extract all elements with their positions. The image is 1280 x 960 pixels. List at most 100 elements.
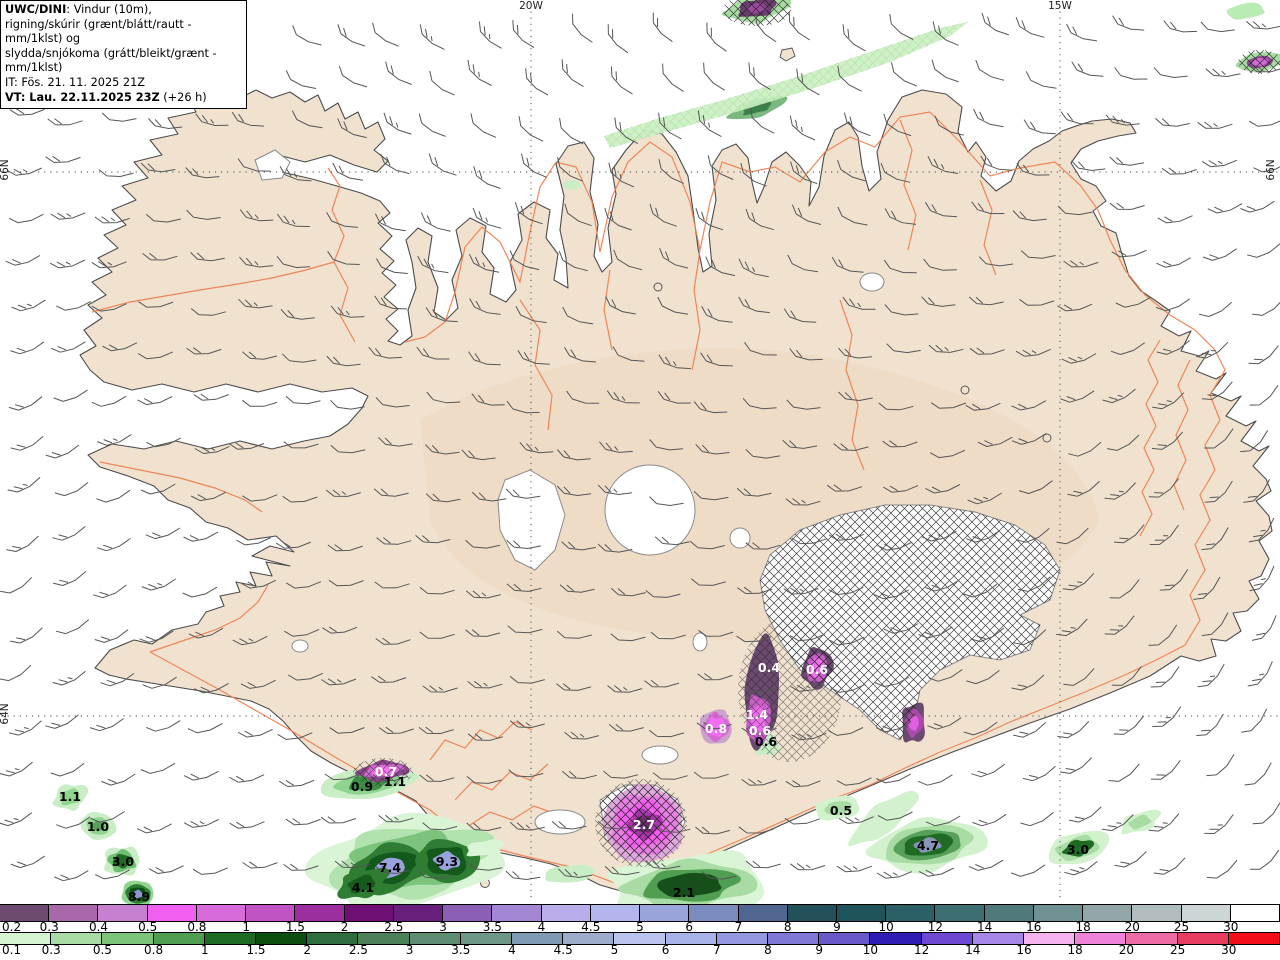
wind-barb bbox=[883, 623, 919, 634]
latitude-label: 66N bbox=[0, 159, 11, 180]
wind-barb bbox=[8, 720, 42, 736]
legend-tick-label: 1 bbox=[242, 920, 251, 934]
wind-barb bbox=[1060, 111, 1094, 125]
wind-barb bbox=[650, 631, 686, 640]
wind-barb bbox=[1248, 345, 1279, 365]
wind-barb bbox=[417, 255, 449, 274]
wind-barb bbox=[612, 346, 645, 362]
wind-barb bbox=[696, 721, 732, 730]
wind-barb bbox=[188, 627, 224, 639]
wind-barb bbox=[561, 770, 598, 780]
wind-barb bbox=[971, 763, 1006, 778]
legend-segment bbox=[935, 905, 985, 921]
wind-barb bbox=[1015, 17, 1045, 38]
wind-barb bbox=[740, 162, 767, 187]
wind-barb bbox=[889, 13, 914, 40]
wind-barb bbox=[192, 867, 228, 875]
wind-barb bbox=[1152, 706, 1182, 727]
wind-barb bbox=[419, 586, 455, 595]
wind-barb bbox=[796, 68, 820, 96]
wind-barb bbox=[698, 629, 734, 637]
wind-barb bbox=[608, 724, 644, 732]
wind-barb bbox=[1241, 708, 1268, 733]
wind-barb bbox=[1196, 341, 1229, 359]
wind-barb bbox=[828, 533, 864, 541]
wind-barb bbox=[1205, 68, 1241, 78]
wind-barb bbox=[980, 155, 1013, 171]
wind-barb bbox=[292, 25, 322, 46]
wind-barb bbox=[1204, 428, 1234, 449]
wind-barb bbox=[1063, 260, 1099, 268]
legend-segment bbox=[787, 905, 837, 921]
wind-barb bbox=[843, 112, 871, 137]
wind-barb bbox=[468, 351, 501, 366]
wind-barb bbox=[422, 685, 458, 693]
wind-barb bbox=[280, 309, 315, 320]
title-line-1: UWC/DINI: Vindur (10m), bbox=[5, 3, 152, 16]
legend-segment bbox=[0, 905, 50, 921]
wind-barb bbox=[229, 821, 265, 829]
wind-barb bbox=[519, 441, 554, 454]
wind-barb bbox=[138, 301, 174, 308]
wind-barb bbox=[745, 448, 780, 459]
wind-barb bbox=[334, 860, 370, 869]
legend-segment bbox=[972, 933, 1025, 944]
wind-barb bbox=[96, 489, 131, 503]
wind-barb bbox=[785, 498, 821, 506]
legend-tick-label: 12 bbox=[927, 920, 944, 934]
legend-segment bbox=[307, 933, 359, 944]
wind-barb bbox=[467, 861, 503, 871]
wind-barb bbox=[1104, 615, 1135, 635]
legend-segment bbox=[665, 933, 717, 944]
wind-barb bbox=[981, 12, 1010, 36]
wind-barb bbox=[649, 496, 684, 507]
wind-barb bbox=[194, 445, 230, 454]
wind-barb bbox=[741, 726, 777, 735]
wind-barb bbox=[91, 395, 127, 407]
wind-barb bbox=[1150, 666, 1180, 688]
wind-barb bbox=[830, 683, 866, 693]
wind-barb bbox=[94, 629, 129, 643]
legend-tick-label: 14 bbox=[976, 920, 993, 934]
wind-barb bbox=[785, 780, 821, 788]
legend-segment bbox=[196, 905, 247, 921]
precip-blob bbox=[742, 100, 772, 116]
legend-segment bbox=[443, 905, 493, 921]
wind-barb bbox=[842, 24, 866, 52]
wind-barb bbox=[831, 256, 864, 273]
legend-tick-label: 5 bbox=[636, 920, 644, 934]
wind-barb bbox=[1155, 298, 1190, 312]
legend-tick-label: 0.1 bbox=[2, 943, 22, 957]
wind-barb bbox=[1016, 528, 1050, 543]
legend-tick-label: 6 bbox=[661, 943, 670, 957]
wind-barb bbox=[55, 619, 90, 635]
wind-barb bbox=[828, 586, 864, 596]
wind-barb bbox=[564, 731, 600, 740]
wind-barb bbox=[1197, 663, 1225, 688]
wind-barb bbox=[838, 391, 873, 402]
wind-barb bbox=[614, 117, 639, 145]
wind-barb bbox=[706, 22, 727, 52]
precip-blob bbox=[563, 180, 581, 190]
wind-barb bbox=[276, 213, 310, 227]
wind-barb bbox=[471, 393, 505, 406]
wind-barb bbox=[368, 346, 402, 359]
title-line-2: rigning/skúrir (grænt/blátt/rautt - mm/1… bbox=[5, 17, 192, 46]
wind-barb bbox=[137, 351, 174, 360]
wind-barb bbox=[607, 24, 629, 54]
wind-barb bbox=[610, 66, 633, 95]
wind-barb bbox=[416, 346, 450, 360]
wind-barb bbox=[610, 588, 646, 597]
wind-barb bbox=[94, 869, 130, 880]
legend-segment bbox=[153, 933, 205, 944]
wind-barb bbox=[185, 167, 220, 179]
rain-value-label: 4.1 bbox=[352, 880, 374, 895]
legend-segment bbox=[409, 933, 461, 944]
wind-barb bbox=[509, 821, 545, 831]
wind-barb bbox=[755, 13, 777, 43]
wind-barb bbox=[967, 492, 1002, 505]
wind-barb bbox=[145, 213, 181, 223]
wind-barb bbox=[241, 399, 278, 407]
wind-barb bbox=[461, 449, 496, 461]
wind-barb bbox=[53, 389, 88, 402]
